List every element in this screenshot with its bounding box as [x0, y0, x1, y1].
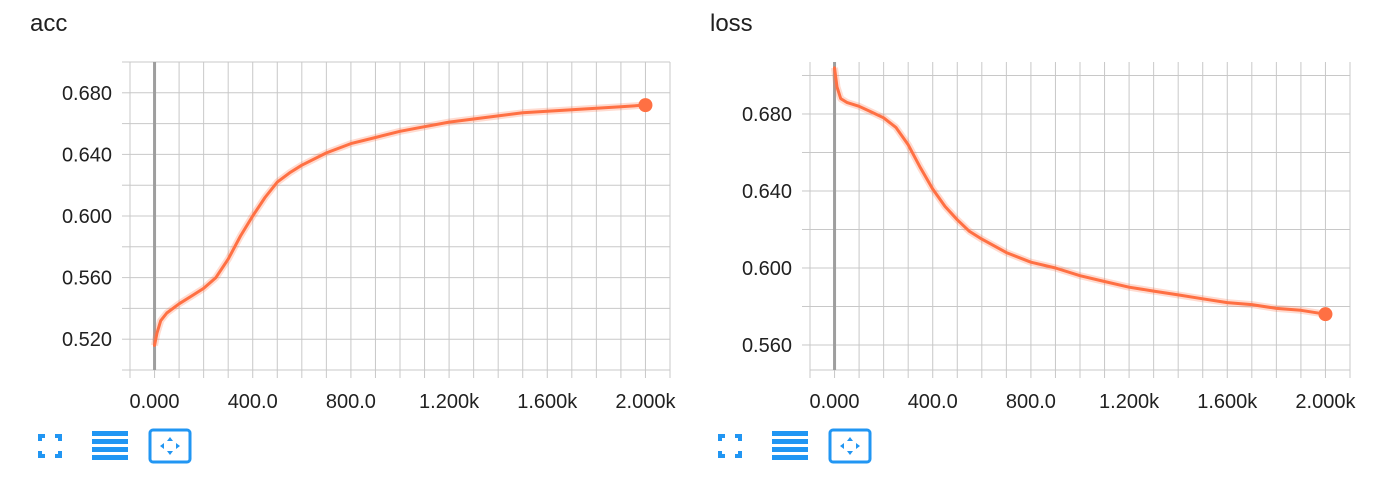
list-icon	[772, 431, 808, 460]
x-tick-label: 1.600k	[517, 391, 578, 413]
x-tick-label: 2.000k	[1295, 391, 1356, 413]
chart-card-loss: loss 0.560 0.600 0.640 0.680 0.000 400.0 800.0…	[680, 0, 1360, 480]
toggle-log-scale-button[interactable]	[768, 428, 812, 464]
loss-plot[interactable]: 0.560 0.600 0.640 0.680 0.000 400.0 800.0 1.200…	[680, 0, 1360, 420]
chart-title: acc	[30, 10, 68, 37]
fullscreen-button[interactable]	[708, 428, 752, 464]
fit-domain-button[interactable]	[828, 428, 872, 464]
y-tick-label: 0.600	[742, 258, 792, 280]
chart-toolbar	[28, 428, 208, 464]
y-tick-label: 0.640	[742, 181, 792, 203]
toggle-log-scale-button[interactable]	[88, 428, 132, 464]
fullscreen-icon	[718, 434, 742, 458]
y-tick-label: 0.560	[62, 268, 112, 290]
x-tick-label: 1.200k	[419, 391, 480, 413]
x-tick-label: 1.200k	[1099, 391, 1160, 413]
chart-title: loss	[710, 10, 753, 37]
x-tick-label: 0.000	[810, 391, 860, 413]
last-point-marker[interactable]	[1318, 307, 1333, 322]
acc-plot[interactable]: 0.520 0.560 0.600 0.640 0.680 0.000 400.0 800.0…	[0, 0, 680, 420]
y-tick-label: 0.680	[742, 104, 792, 126]
y-tick-label: 0.560	[742, 335, 792, 357]
chart-toolbar	[708, 428, 888, 464]
y-tick-label: 0.680	[62, 83, 112, 105]
chart-card-acc: acc 0.520 0.560 0.600 0.640 0.680 0.000 400.0 8…	[0, 0, 680, 480]
x-tick-label: 800.0	[326, 391, 376, 413]
fullscreen-icon	[38, 434, 62, 458]
series-line	[833, 66, 1327, 316]
x-tick-label: 1.600k	[1197, 391, 1258, 413]
y-tick-label: 0.640	[62, 144, 112, 166]
x-tick-label: 800.0	[1006, 391, 1056, 413]
x-tick-label: 2.000k	[615, 391, 676, 413]
last-point-marker[interactable]	[638, 98, 653, 113]
x-tick-label: 400.0	[908, 391, 958, 413]
y-tick-label: 0.520	[62, 329, 112, 351]
fullscreen-button[interactable]	[28, 428, 72, 464]
x-tick-label: 400.0	[228, 391, 278, 413]
series-line	[153, 103, 647, 347]
fit-domain-button[interactable]	[148, 428, 192, 464]
x-tick-label: 0.000	[130, 391, 180, 413]
y-tick-label: 0.600	[62, 206, 112, 228]
fit-domain-icon	[828, 428, 872, 464]
fit-domain-icon	[148, 428, 192, 464]
list-icon	[92, 431, 128, 460]
